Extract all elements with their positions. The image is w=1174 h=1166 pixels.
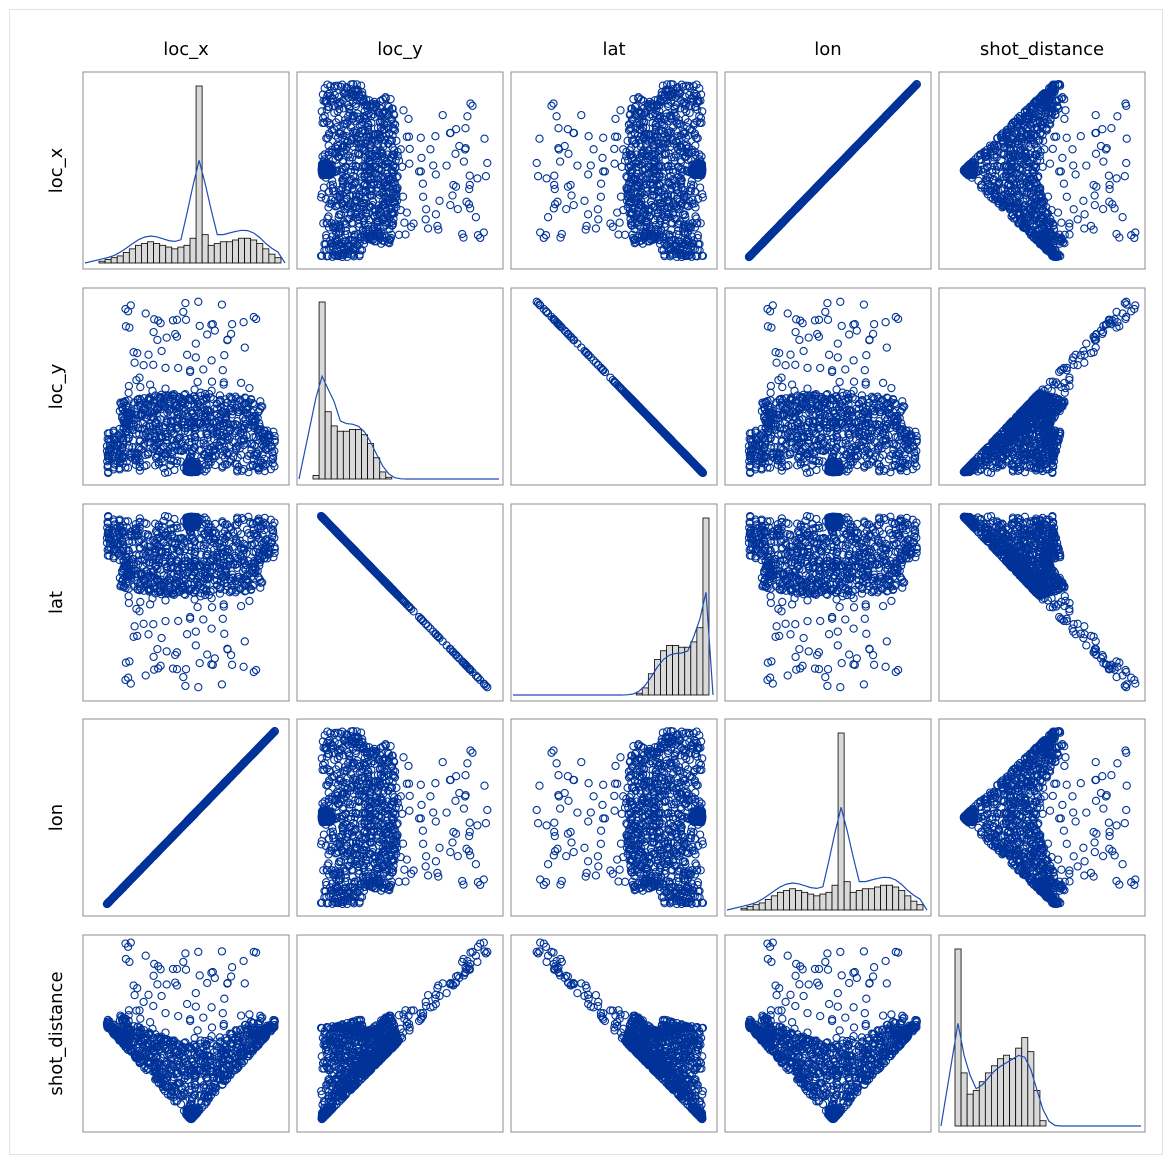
histogram-bar — [263, 249, 269, 263]
histogram-bar — [105, 259, 111, 263]
histogram-bar — [172, 249, 178, 263]
histogram-bar — [208, 245, 214, 263]
histogram-bar — [135, 245, 141, 263]
histogram-bar — [166, 247, 172, 263]
histogram-bar — [245, 238, 251, 263]
histogram-bar — [214, 244, 220, 263]
histogram-bar — [123, 252, 129, 263]
histogram-bar — [184, 245, 190, 263]
column-label-loc-x: loc_x — [163, 39, 209, 60]
column-label-lat: lat — [602, 39, 625, 60]
panel-border — [83, 72, 289, 269]
histogram-bar — [148, 242, 154, 263]
histogram-bar — [202, 235, 208, 263]
histogram-bar — [99, 261, 105, 263]
histogram-bar — [251, 240, 257, 263]
histogram-bar — [178, 247, 184, 263]
histogram-bar — [257, 244, 263, 263]
panel-loc-y-vs-loc-x — [83, 288, 289, 485]
histogram-bar — [117, 256, 123, 263]
histogram-bar — [226, 242, 232, 263]
histogram-bar — [154, 244, 160, 263]
column-label-shot-distance: shot_distance — [980, 39, 1104, 60]
histogram-bar — [111, 258, 117, 263]
row-label-lat: lat — [46, 591, 67, 614]
row-label-lon: lon — [46, 804, 67, 831]
column-label-lon: lon — [814, 39, 841, 60]
panel-loc-x-vs-lat — [511, 72, 717, 269]
row-label-loc-x: loc_x — [46, 147, 67, 193]
histogram-bar — [269, 254, 275, 263]
panel-loc-x-vs-loc-x — [83, 72, 289, 269]
histogram-bar — [190, 238, 196, 263]
histogram-bar — [239, 238, 245, 263]
row-label-shot-distance: shot_distance — [46, 971, 67, 1095]
row-label-loc-y: loc_y — [46, 363, 67, 409]
chart-frame: loc_x loc_y lat lon shot_distance loc_x loc_y l… — [9, 9, 1163, 1155]
histogram-bar — [141, 244, 147, 263]
histogram-bar — [275, 258, 281, 263]
histogram-bar — [196, 86, 202, 263]
panel-loc-x-vs-loc-y — [297, 72, 503, 269]
panel-loc-x-vs-shot-distance — [939, 72, 1145, 269]
histogram-bar — [220, 242, 226, 263]
histogram-bar — [232, 240, 238, 263]
column-label-loc-y: loc_y — [377, 39, 423, 60]
scatterplot-matrix: loc_x loc_y lat lon shot_distanceloc_xloc_yl… — [10, 10, 1164, 1156]
histogram-bar — [160, 245, 166, 263]
histogram-bar — [129, 249, 135, 263]
panel-loc-x-vs-lon — [725, 72, 931, 269]
